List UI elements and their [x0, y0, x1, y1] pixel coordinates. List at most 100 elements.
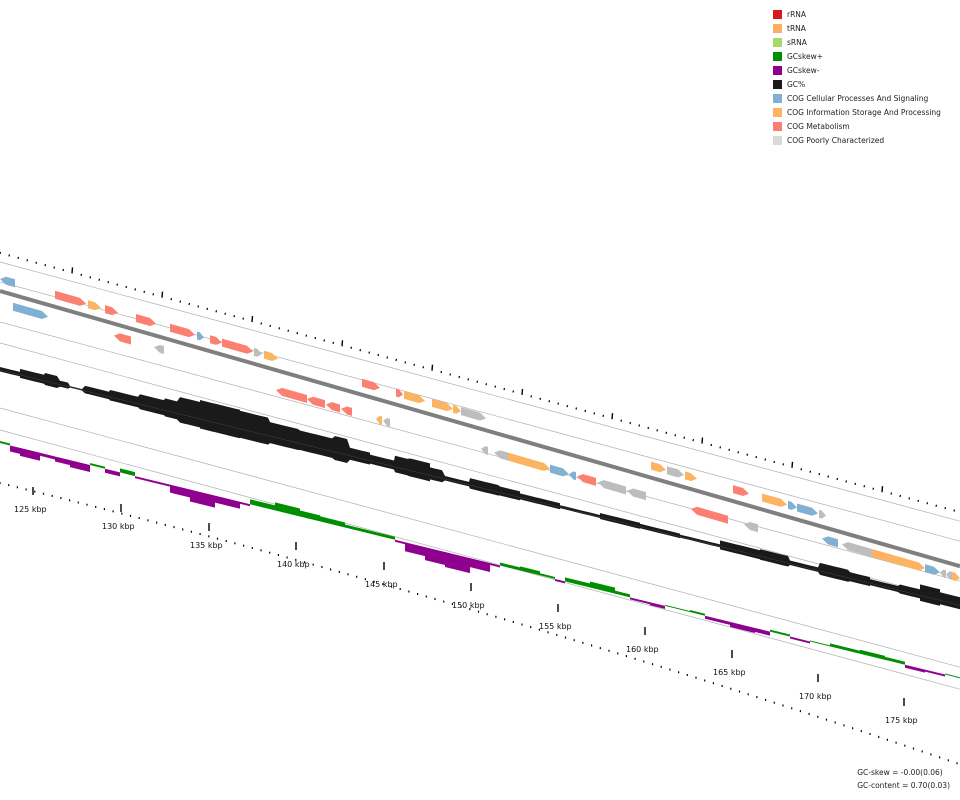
outer-tick-minor	[152, 293, 155, 296]
cds-reverse-outer	[952, 571, 960, 581]
axis-tick-label: 130 kbp	[102, 522, 135, 531]
outer-tick-minor	[836, 477, 839, 481]
outer-tick-minor	[755, 455, 758, 459]
cds-forward-outer	[651, 461, 666, 473]
gc-skew-stat: GC-skew = -0.00(0.06)	[857, 768, 943, 777]
gc-content-area-lower	[0, 370, 960, 610]
legend-label: COG Metabolism	[787, 122, 850, 131]
outer-tick-minor	[269, 324, 272, 328]
gc-skew-positive	[90, 463, 105, 469]
gc-skew-positive	[770, 629, 790, 637]
gcskew-minus-swatch	[773, 66, 782, 75]
gc-skew-positive	[0, 441, 10, 446]
gc-content-stat: GC-content = 0.70(0.03)	[857, 781, 950, 790]
cds-forward-outer	[461, 407, 486, 421]
gc-skew-negative	[905, 664, 925, 673]
cds-reverse-inner	[494, 450, 508, 461]
gc-skew-positive	[500, 562, 520, 571]
outer-tick-minor	[350, 346, 353, 349]
outer-tick-minor	[953, 509, 956, 512]
outer-tick-minor	[854, 482, 857, 485]
gc-skew-positive	[120, 468, 135, 477]
outer-tick-minor	[170, 298, 173, 301]
outer-tick-minor	[278, 327, 281, 330]
outer-tick-minor	[719, 446, 722, 449]
outer-tick-minor	[737, 451, 740, 454]
guide-line-1	[0, 281, 960, 542]
outer-tick-minor	[809, 470, 812, 473]
cds-forward-outer	[170, 323, 195, 338]
gc-skew-negative	[790, 636, 810, 644]
gc-skew-positive	[690, 610, 705, 616]
outer-tick-minor	[458, 375, 461, 379]
outer-tick-minor	[899, 494, 902, 498]
genome-backbone	[0, 289, 960, 569]
gc-skew-positive	[860, 649, 885, 660]
cds-reverse-inner	[691, 506, 728, 524]
outer-tick-minor	[449, 373, 452, 376]
outer-tick-minor	[62, 268, 65, 272]
outer-tick-minor	[476, 380, 479, 383]
outer-tick-minor	[710, 443, 713, 447]
gc-skew-positive	[590, 581, 615, 594]
cds-forward-outer	[404, 390, 425, 404]
outer-tick-minor	[746, 453, 749, 456]
axis-tick-label: 155 kbp	[539, 622, 572, 631]
cds-reverse-inner	[383, 417, 390, 427]
outer-tick-minor	[584, 409, 587, 413]
outer-tick-major	[431, 364, 434, 371]
cds-reverse-inner	[577, 474, 596, 486]
axis-tick-label: 165 kbp	[713, 668, 746, 677]
cds-forward-outer	[819, 509, 826, 519]
rrna-swatch	[773, 10, 782, 19]
guide-line-3	[0, 342, 960, 603]
legend-label: rRNA	[787, 10, 807, 19]
outer-tick-major	[71, 267, 74, 274]
outer-tick-minor	[917, 499, 920, 503]
cds-forward-outer	[197, 331, 204, 341]
outer-tick-minor	[35, 261, 38, 264]
gc-skew-track	[0, 441, 960, 679]
cds-forward-outer	[685, 471, 697, 482]
cds-forward-outer	[453, 404, 461, 414]
axis-tick-label: 135 kbp	[190, 541, 223, 550]
gc-skew-negative	[170, 484, 190, 498]
guide-line-5	[0, 429, 960, 690]
cds-forward-outer	[788, 500, 797, 510]
outer-tick-minor	[503, 387, 506, 391]
genome-stats: GC-skew = -0.00(0.06) GC-content = 0.70(…	[857, 766, 950, 792]
gc-skew-negative	[10, 445, 20, 454]
cds-forward-outer	[667, 466, 684, 478]
gc-skew-positive	[810, 640, 830, 647]
outer-tick-minor	[944, 507, 947, 510]
cds-reverse-outer	[940, 569, 946, 579]
outer-tick-minor	[305, 334, 308, 337]
cds-reverse-inner	[376, 415, 382, 425]
outer-tick-minor	[296, 332, 299, 335]
outer-tick-minor	[422, 366, 425, 369]
cds-reverse-inner	[598, 480, 626, 495]
outer-tick-minor	[665, 431, 668, 434]
outer-tick-minor	[8, 254, 11, 257]
cds-forward-inner	[154, 344, 164, 355]
gc-skew-negative	[135, 476, 155, 483]
outer-tick-minor	[845, 480, 848, 483]
guide-line-0	[0, 261, 960, 522]
cds-forward-outer	[254, 347, 262, 357]
outer-tick-minor	[287, 329, 290, 332]
outer-tick-minor	[206, 307, 209, 311]
gc-skew-positive	[540, 573, 555, 579]
legend-label: tRNA	[787, 24, 806, 33]
cds-forward-outer	[432, 398, 453, 412]
outer-tick-minor	[224, 312, 227, 315]
outer-tick-minor	[566, 404, 569, 408]
outer-tick-minor	[89, 276, 92, 279]
cds-forward-outer	[105, 305, 118, 316]
outer-tick-minor	[233, 315, 236, 318]
legend-label: GCskew+	[787, 52, 824, 61]
cds-reverse-inner	[481, 446, 488, 455]
gc-skew-negative	[190, 489, 215, 508]
gc-skew-negative	[490, 563, 500, 568]
outer-tick-minor	[197, 305, 200, 308]
